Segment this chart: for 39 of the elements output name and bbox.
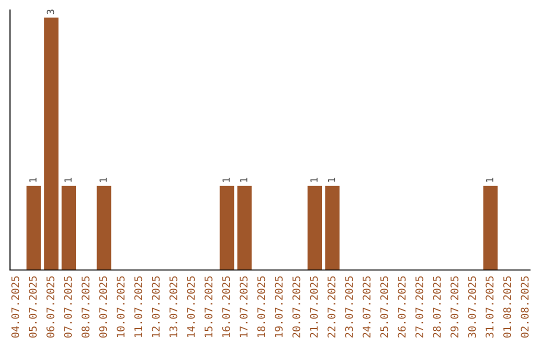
x-tick-label: 06.07.2025 [46,276,54,338]
x-tick-label: 11.07.2025 [134,276,142,338]
x-tick-label: 16.07.2025 [222,276,230,338]
x-tick-label: 07.07.2025 [64,276,72,338]
x-tick-label: 04.07.2025 [11,276,20,338]
x-tick-label: 19.07.2025 [274,276,283,338]
x-tick-label: 10.07.2025 [116,276,125,338]
x-tick-label: 08.07.2025 [82,276,90,338]
x-tick-label: 23.07.2025 [345,276,353,338]
data-label: 1 [310,178,318,182]
x-tick-label: 24.07.2025 [362,276,371,338]
x-tick-label: 14.07.2025 [186,276,195,338]
x-tick-label: 17.07.2025 [240,276,248,338]
x-tick-label: 20.07.2025 [292,276,300,338]
x-tick-label: 29.07.2025 [450,276,458,338]
x-tick-label: 21.07.2025 [310,276,318,338]
data-label: 1 [29,178,36,182]
x-tick-label: 25.07.2025 [380,276,388,338]
data-label: 1 [240,178,248,182]
data-label: 3 [46,10,54,14]
x-tick-label: 27.07.2025 [415,276,424,338]
x-tick-label: 02.08.2025 [520,276,529,338]
data-label: 1 [64,178,72,182]
x-tick-label: 28.07.2025 [432,276,441,338]
data-label: 1 [328,178,336,182]
data-label: 1 [486,178,494,182]
x-tick-label: 30.07.2025 [468,276,476,338]
x-tick-label: 22.07.2025 [328,276,336,338]
x-tick-label: 01.08.2025 [503,276,512,338]
data-label: 1 [100,178,107,182]
x-tick-label: 13.07.2025 [169,276,178,338]
x-tick-label: 05.07.2025 [28,276,37,338]
x-tick-label: 09.07.2025 [99,276,108,338]
x-tick-label: 12.07.2025 [152,276,160,338]
x-tick-label: 31.07.2025 [486,276,494,338]
x-tick-label: 18.07.2025 [257,276,266,338]
data-label: 1 [222,178,230,182]
x-tick-label: 26.07.2025 [398,276,406,338]
x-tick-label: 15.07.2025 [204,276,212,338]
